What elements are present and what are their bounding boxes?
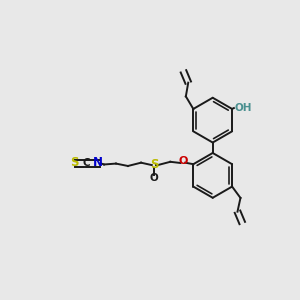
Text: OH: OH <box>235 103 252 113</box>
Text: O: O <box>178 157 188 166</box>
Text: C: C <box>82 158 90 168</box>
Text: N: N <box>92 156 103 169</box>
Text: S: S <box>70 157 79 169</box>
Text: O: O <box>150 172 159 183</box>
Text: S: S <box>150 158 158 171</box>
